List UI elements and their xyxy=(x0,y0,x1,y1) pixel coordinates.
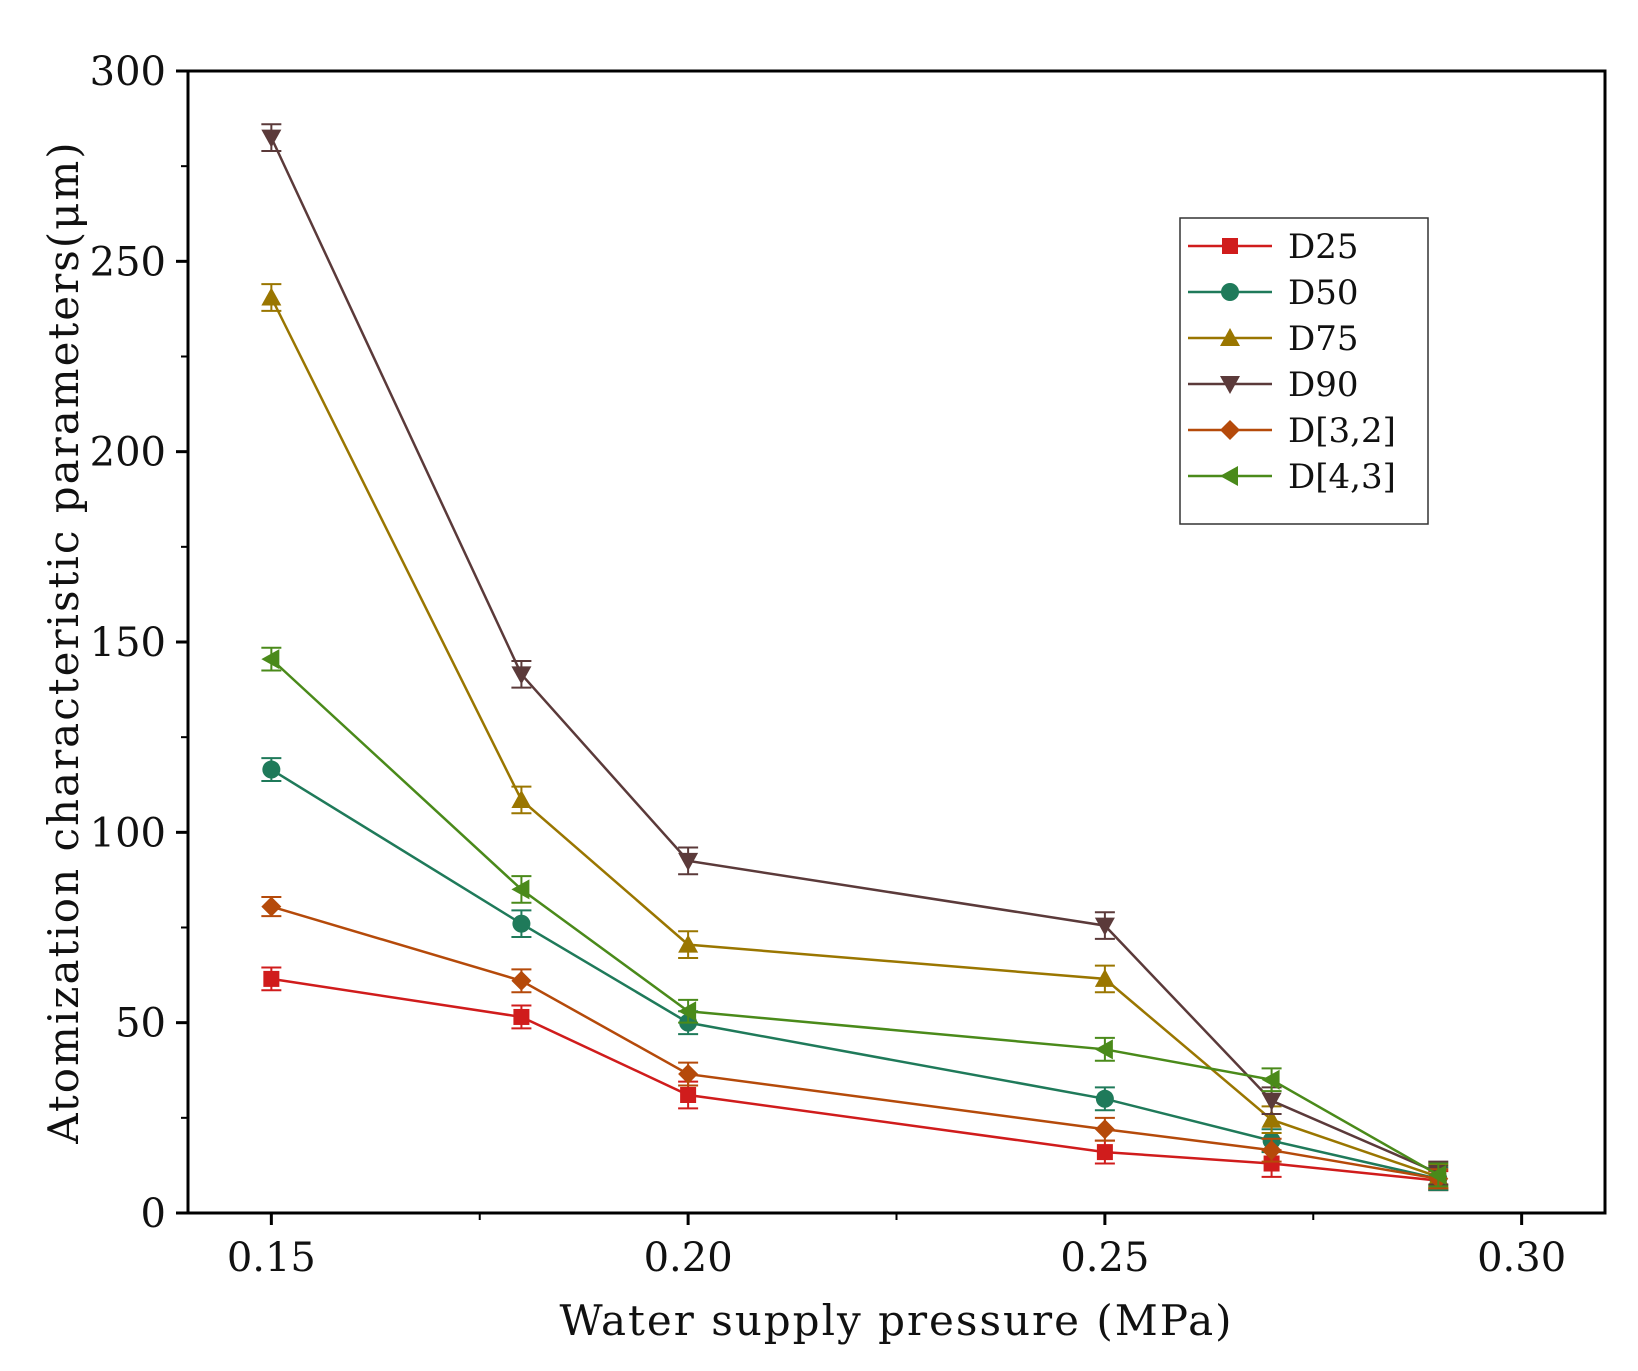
data-point xyxy=(1094,1119,1115,1140)
data-point xyxy=(1094,1039,1113,1060)
legend-item: D50 xyxy=(1188,273,1359,313)
legend-marker xyxy=(1220,328,1240,346)
plot-area xyxy=(261,123,1449,1192)
data-point xyxy=(678,934,699,953)
x-tick-label: 0.25 xyxy=(1060,1235,1149,1281)
legend-label: D25 xyxy=(1288,227,1359,267)
legend-marker xyxy=(1221,283,1239,301)
x-tick-label: 0.30 xyxy=(1477,1235,1566,1281)
series-line xyxy=(270,658,1439,1177)
series-D50 xyxy=(261,757,1449,1192)
y-tick-label: 100 xyxy=(90,810,166,856)
legend-marker xyxy=(1222,238,1238,254)
legend-label: D50 xyxy=(1288,273,1359,313)
data-point xyxy=(511,666,532,685)
y-tick-label: 50 xyxy=(115,1001,166,1047)
data-point xyxy=(678,1064,699,1085)
legend-label: D[3,2] xyxy=(1288,411,1396,451)
data-point xyxy=(513,1008,530,1025)
data-point xyxy=(1261,1092,1282,1111)
legend-marker xyxy=(1220,466,1238,486)
x-axis-title: Water supply pressure (MPa) xyxy=(559,1296,1233,1345)
x-tick-label: 0.15 xyxy=(227,1235,316,1281)
legend-label: D[4,3] xyxy=(1288,457,1396,497)
y-axis-title: Atomization characteristic parameters(μm… xyxy=(39,140,88,1144)
data-point xyxy=(261,287,282,306)
y-tick-label: 250 xyxy=(90,239,166,285)
legend-label: D75 xyxy=(1288,319,1359,359)
data-point xyxy=(511,970,532,991)
data-point xyxy=(263,970,280,987)
data-point xyxy=(680,1086,697,1103)
data-point xyxy=(1095,1089,1114,1108)
data-point xyxy=(1094,968,1115,987)
legend-item: D90 xyxy=(1188,365,1359,405)
data-point xyxy=(262,760,281,779)
legend: D25 D50 D75 D90 D[3,2] D[4,3] xyxy=(1179,217,1429,525)
series-D[4,3] xyxy=(261,646,1449,1188)
y-tick-label: 150 xyxy=(90,620,166,666)
legend-item: D25 xyxy=(1188,227,1359,267)
data-point xyxy=(678,852,699,871)
series-D90 xyxy=(261,123,1449,1186)
data-point xyxy=(1261,1140,1282,1161)
data-point xyxy=(511,789,532,808)
x-tick-label: 0.20 xyxy=(644,1235,733,1281)
series-line xyxy=(270,905,1439,1180)
data-point xyxy=(678,1001,697,1022)
data-point xyxy=(511,879,530,900)
data-point xyxy=(261,896,282,917)
legend-marker xyxy=(1220,376,1240,394)
legend-label: D90 xyxy=(1288,365,1359,405)
y-tick-label: 0 xyxy=(141,1191,166,1237)
data-point xyxy=(1261,1069,1280,1090)
series-line xyxy=(270,137,1439,1175)
legend-item: D[4,3] xyxy=(1188,457,1396,497)
legend-item: D75 xyxy=(1188,319,1359,359)
legend-item: D[3,2] xyxy=(1188,411,1396,451)
legend-marker xyxy=(1220,420,1240,440)
axes: 0 50 100 150 200 250 300 0.15 0.20 0.25 0.30 xyxy=(90,49,1567,1281)
data-point xyxy=(261,649,280,670)
data-point xyxy=(1261,1109,1282,1128)
data-point xyxy=(1428,1164,1447,1185)
data-point xyxy=(1263,1155,1280,1172)
series-line xyxy=(271,977,1439,1182)
y-tick-label: 300 xyxy=(90,49,166,95)
series-line xyxy=(270,768,1439,1180)
data-point xyxy=(1096,1144,1113,1161)
series-line xyxy=(270,296,1439,1179)
data-point xyxy=(512,914,531,933)
legend-box xyxy=(1179,217,1429,525)
data-point xyxy=(1094,917,1115,936)
data-point xyxy=(261,129,282,148)
y-tick-label: 200 xyxy=(90,430,166,476)
